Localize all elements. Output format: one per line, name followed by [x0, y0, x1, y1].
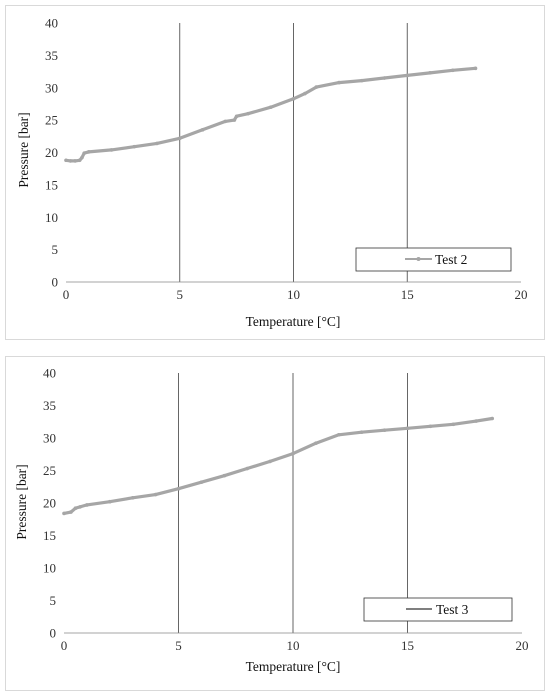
series-line-test-3 [62, 416, 494, 515]
data-point [314, 441, 318, 445]
data-point [176, 486, 181, 491]
data-point [177, 136, 182, 141]
y-tick-label: 5 [52, 242, 59, 257]
x-tick-label: 20 [516, 638, 529, 653]
data-point [69, 510, 73, 514]
chart-test-2: 0 5 10 15 20 25 30 35 40 0 5 10 15 20 Temperature [°C… [5, 5, 545, 340]
x-tick-label: 5 [175, 638, 182, 653]
x-tick-label: 0 [61, 638, 68, 653]
y-axis-label: Pressure [bar] [16, 112, 31, 187]
y-tick-label: 5 [50, 593, 57, 608]
data-point [77, 158, 82, 163]
y-tick-label: 20 [43, 496, 56, 511]
data-point [473, 66, 478, 71]
data-point [73, 159, 77, 163]
data-point [291, 96, 296, 101]
y-axis-label: Pressure [bar] [14, 464, 29, 539]
x-tick-label: 15 [401, 638, 414, 653]
data-point [223, 119, 228, 124]
data-point [359, 78, 364, 83]
legend: Test 2 [355, 247, 512, 272]
data-point [153, 492, 158, 497]
y-tick-label: 25 [45, 113, 58, 128]
x-tick-label: 20 [515, 287, 528, 302]
y-tick-label: 35 [45, 48, 58, 63]
x-tick-label: 5 [177, 287, 184, 302]
chart-test-3: 0 5 10 15 20 25 30 35 40 0 5 10 15 20 Temperature [°C… [5, 356, 545, 691]
data-point [64, 158, 68, 163]
data-point [85, 503, 89, 507]
data-point [314, 85, 319, 89]
data-point [450, 68, 455, 73]
y-tick-label: 20 [45, 145, 58, 160]
data-point [73, 506, 78, 510]
data-point [268, 459, 272, 464]
data-point [474, 419, 479, 423]
data-point [490, 416, 495, 421]
x-axis-label: Temperature [°C] [246, 659, 341, 674]
data-point [405, 426, 410, 431]
data-point [246, 111, 250, 116]
data-point [232, 118, 237, 122]
data-point [337, 432, 341, 437]
data-point [78, 505, 82, 509]
x-axis-label: Temperature [°C] [246, 314, 341, 329]
y-tick-label: 15 [45, 177, 58, 192]
data-point [132, 144, 137, 149]
data-point [199, 480, 204, 484]
data-point [68, 159, 73, 163]
y-tick-label: 30 [45, 80, 58, 95]
data-point [405, 73, 410, 78]
y-tick-label: 15 [43, 528, 56, 543]
data-point [200, 128, 205, 132]
y-tick-label: 35 [43, 398, 56, 413]
data-point [82, 151, 86, 155]
legend-label-test-2: Test 2 [435, 252, 467, 267]
data-point [130, 496, 135, 500]
data-point [382, 428, 387, 432]
y-tick-label: 10 [43, 561, 56, 576]
y-tick-label: 0 [52, 275, 59, 290]
y-tick-label: 10 [45, 210, 58, 225]
y-tick-label: 40 [45, 16, 58, 31]
data-point [428, 424, 433, 429]
data-point [234, 114, 239, 119]
data-point [451, 422, 456, 427]
data-point [291, 451, 295, 456]
data-point [109, 148, 114, 152]
data-point [428, 71, 432, 75]
data-point [86, 150, 91, 154]
chart-svg: 0 5 10 15 20 25 30 35 40 0 5 10 15 20 Temperature [°C… [14, 366, 529, 675]
x-tick-label: 10 [287, 287, 300, 302]
data-point [303, 91, 307, 96]
x-tick-label: 0 [63, 287, 70, 302]
data-point [62, 511, 66, 516]
chart-svg: 0 5 10 15 20 25 30 35 40 0 5 10 15 20 Temperature [°C… [16, 16, 528, 330]
data-point [222, 473, 227, 478]
y-tick-label: 0 [50, 626, 57, 641]
legend: Test 3 [363, 597, 513, 622]
data-point [80, 155, 84, 160]
y-tick-label: 25 [43, 463, 56, 478]
data-point [382, 76, 387, 80]
legend-label-test-3: Test 3 [436, 602, 469, 617]
legend-marker-test-2 [416, 257, 421, 261]
data-point [268, 105, 273, 109]
data-point [337, 80, 341, 85]
data-point [245, 466, 249, 471]
data-point [155, 141, 159, 146]
x-tick-label: 15 [401, 287, 414, 302]
data-point [108, 499, 112, 504]
series-line-test-2 [64, 66, 478, 163]
y-tick-label: 30 [43, 431, 56, 446]
y-tick-label: 40 [43, 366, 56, 381]
x-tick-label: 10 [287, 638, 300, 653]
data-point [359, 430, 364, 434]
